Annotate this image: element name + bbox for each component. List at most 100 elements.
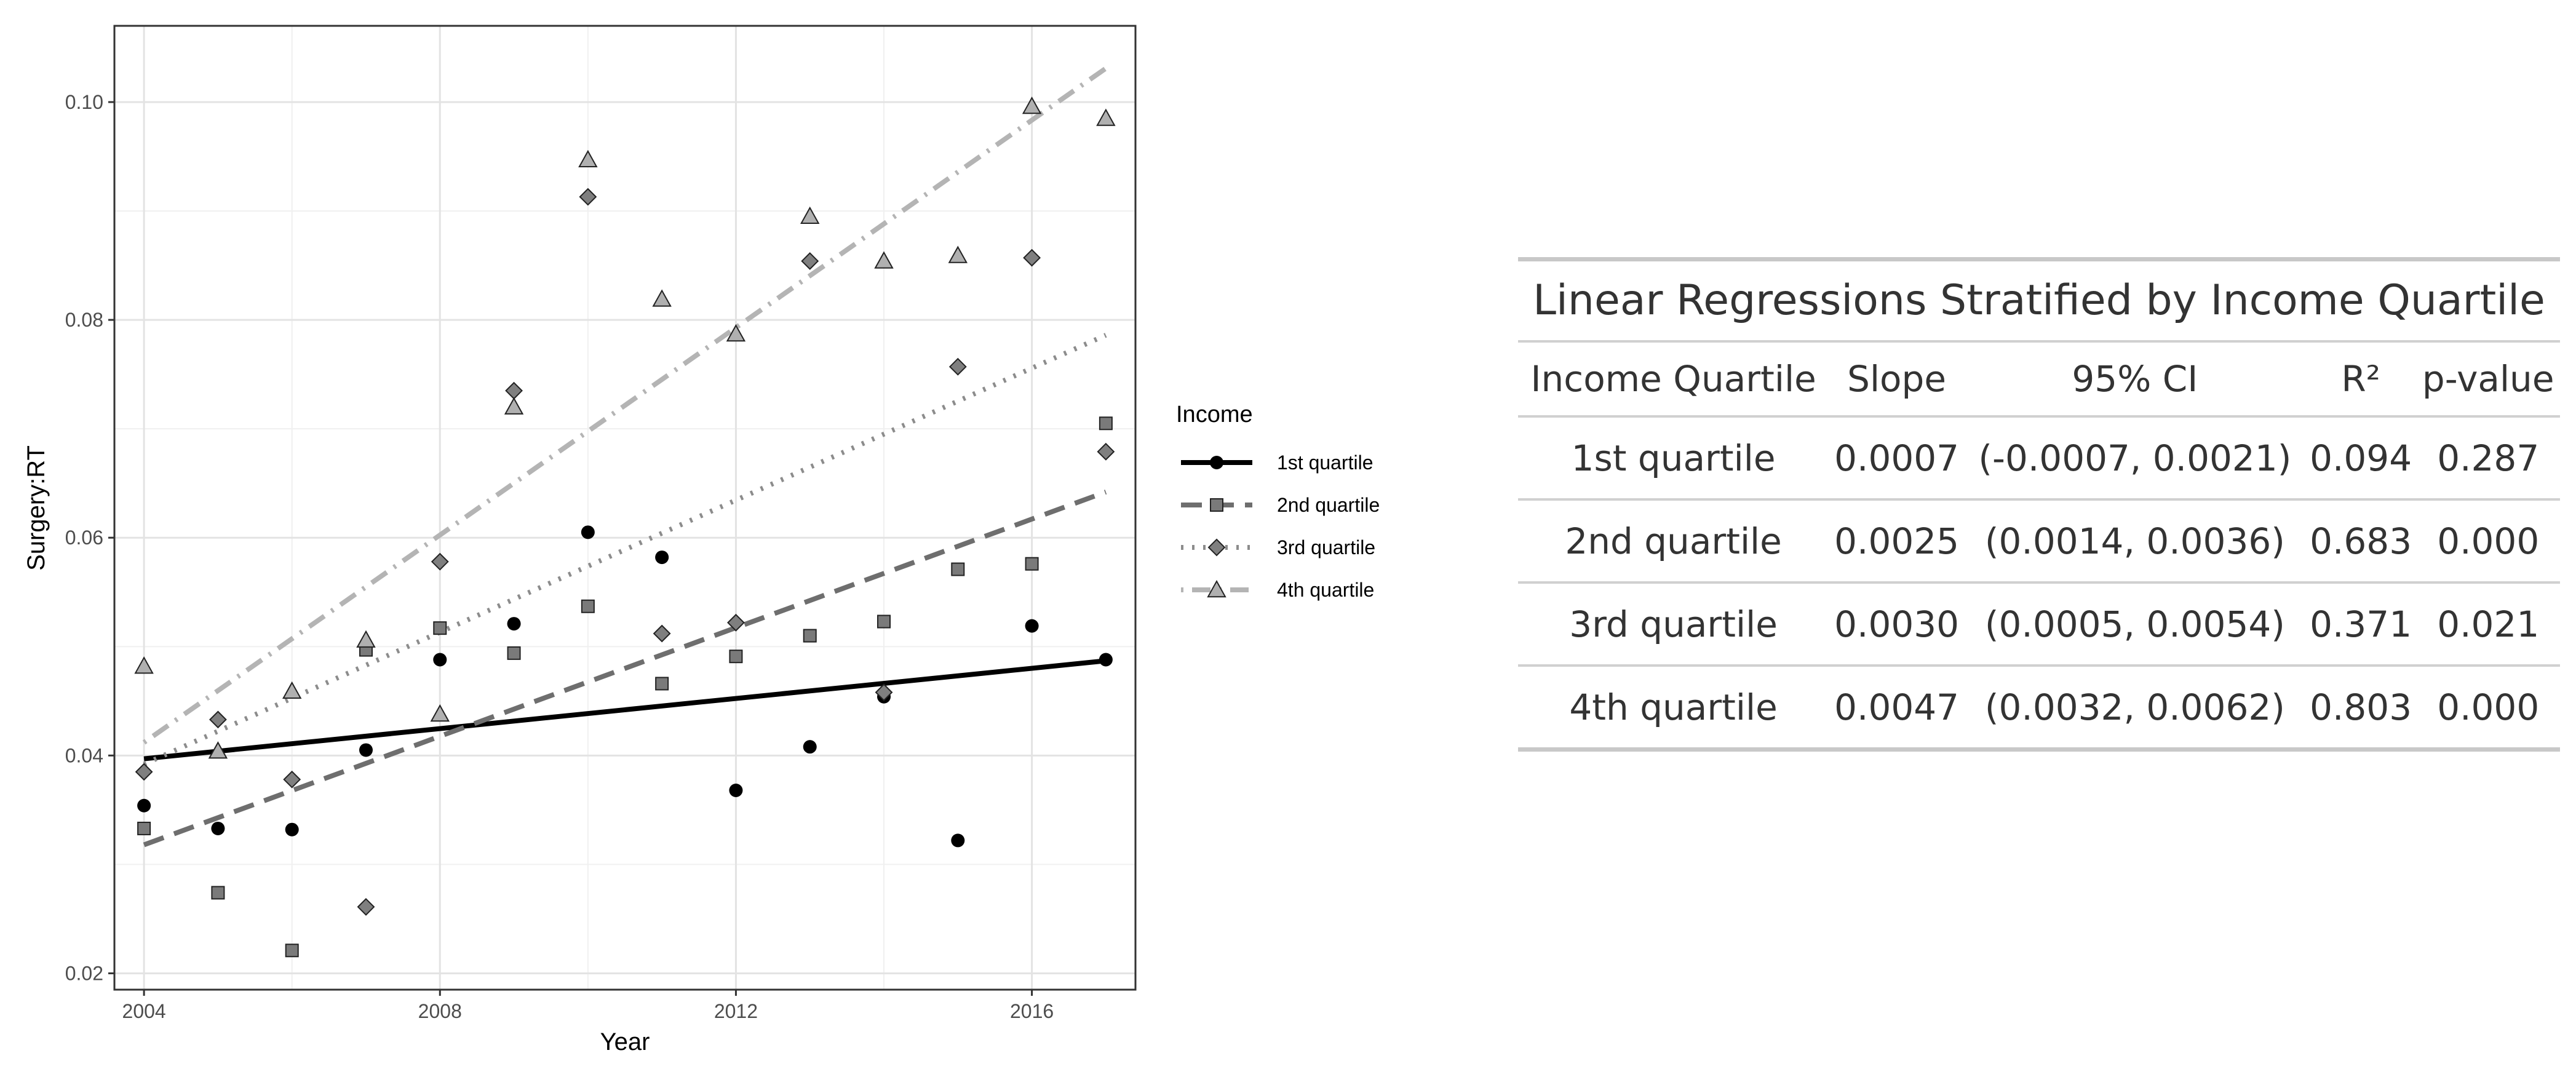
data-point-series-3 [579,188,597,206]
y-tick-label: 0.04 [65,744,103,766]
data-point-series-4 [208,741,228,759]
table-cell: 0.021 [2416,581,2560,666]
table-cell: 3rd quartile [1518,581,1829,666]
regression-line-series-2 [143,490,1107,848]
data-point-series-2 [729,650,743,664]
data-point-series-2 [507,646,521,660]
data-points [134,96,1116,958]
data-point-series-1 [803,740,817,754]
legend-label: 3rd quartile [1277,536,1375,558]
column-header: Slope [1847,358,1947,400]
table-cell: (0.0014, 0.0036) [1965,498,2305,582]
table-row: 2nd quartile 0.0025 (0.0014, 0.0036) 0.683 0… [1518,498,2560,582]
table-cell: 0.0030 [1829,581,1965,666]
y-tick-label: 0.02 [65,962,103,984]
data-point-series-3 [875,683,893,702]
table-cell: 0.371 [2305,581,2417,666]
data-point-series-4 [948,245,968,263]
data-point-series-2 [1025,557,1039,571]
x-tick-label: 2004 [122,1000,166,1022]
data-point-series-3 [283,770,301,789]
table-cell: 0.0007 [1829,415,1965,499]
legend-label: 2nd quartile [1277,494,1380,516]
data-point-series-3 [948,357,967,376]
x-axis-title: Year [600,1028,650,1055]
data-point-series-4 [652,289,672,307]
data-point-series-3 [801,252,819,270]
data-point-series-1 [211,821,225,835]
data-point-series-2 [877,614,891,629]
data-point-series-3 [431,552,449,571]
data-point-series-4 [800,206,820,225]
scatter-chart: 2004 2008 2012 2016 0.02 0.04 0.06 0.08 0.10 Yea… [23,25,1380,1055]
data-point-series-1 [359,743,373,757]
data-point-series-1 [285,822,299,837]
data-point-series-1 [655,550,669,565]
legend-key-marker [1210,456,1223,469]
legend-key-marker [1207,579,1226,598]
table-cell: 0.0047 [1829,664,1965,752]
table-row: 1st quartile 0.0007 (-0.0007, 0.0021) 0.094… [1518,415,2560,499]
table-title: Linear Regressions Stratified by Income … [1533,276,2545,325]
data-point-series-2 [211,886,225,900]
x-tick-label: 2008 [418,1000,462,1022]
data-point-series-1 [507,617,521,631]
table-cell: 1st quartile [1518,415,1829,499]
data-point-series-4 [726,324,746,342]
regression-table: Linear Regressions Stratified by Income … [1518,257,2560,752]
x-tick-label: 2016 [1010,1000,1054,1022]
regression-lines [142,66,1108,848]
data-point-series-1 [433,653,447,667]
table-header-row: Income Quartile Slope 95% CI R² p-value [1518,343,2560,416]
y-tick-label: 0.08 [65,309,103,331]
column-header: Income Quartile [1530,358,1816,400]
data-point-series-3 [135,763,153,781]
data-point-series-1 [729,783,743,797]
data-point-series-3 [727,613,745,632]
column-header: p-value [2422,358,2554,400]
data-point-series-2 [951,562,965,576]
legend-title: Income [1176,402,1253,427]
column-header: R² [2341,358,2380,400]
legend-label: 4th quartile [1277,579,1374,601]
grid-lines [114,26,1135,990]
data-point-series-4 [578,149,598,167]
data-point-series-4 [134,656,154,674]
legend: Income 1st quartile 2nd quartile 3rd quart… [1176,402,1380,601]
regression-line-series-1 [143,658,1107,761]
y-tick-label: 0.10 [65,91,103,113]
column-header: 95% CI [2072,358,2198,400]
regression-line-series-4 [142,66,1108,745]
legend-key-marker [1210,498,1223,512]
data-point-series-4 [504,397,524,415]
data-point-series-2 [137,821,151,835]
table-body: Income Quartile Slope 95% CI R² p-value 1st … [1518,343,2560,752]
data-point-series-2 [803,629,817,643]
data-point-series-3 [357,898,375,916]
table-cell: 0.000 [2416,664,2560,752]
data-point-series-3 [209,710,227,729]
table-rows: 1st quartile 0.0007 (-0.0007, 0.0021) 0.094… [1518,415,2560,752]
x-tick-label: 2012 [714,1000,758,1022]
table-cell: 0.094 [2305,415,2417,499]
table-cell: (0.0005, 0.0054) [1965,581,2305,666]
axes: 2004 2008 2012 2016 0.02 0.04 0.06 0.08 0.10 [65,91,1054,1022]
data-point-series-1 [951,833,965,848]
data-point-series-3 [653,624,671,643]
table-cell: 0.287 [2416,415,2560,499]
table-cell: 0.000 [2416,498,2560,582]
table-top-rule [1518,257,2560,261]
data-point-series-2 [581,599,595,613]
data-point-series-2 [655,677,669,691]
data-point-series-4 [874,251,894,269]
data-point-series-2 [433,621,447,635]
table-row: 4th quartile 0.0047 (0.0032, 0.0062) 0.803 0… [1518,664,2560,752]
data-point-series-3 [1097,442,1115,461]
table-cell: (0.0032, 0.0062) [1965,664,2305,752]
data-point-series-1 [1099,653,1113,667]
table-title-rule [1518,340,2560,343]
table-cell: 0.803 [2305,664,2417,752]
table-cell: 4th quartile [1518,664,1829,752]
y-tick-label: 0.06 [65,527,103,549]
table-cell: (-0.0007, 0.0021) [1965,415,2305,499]
